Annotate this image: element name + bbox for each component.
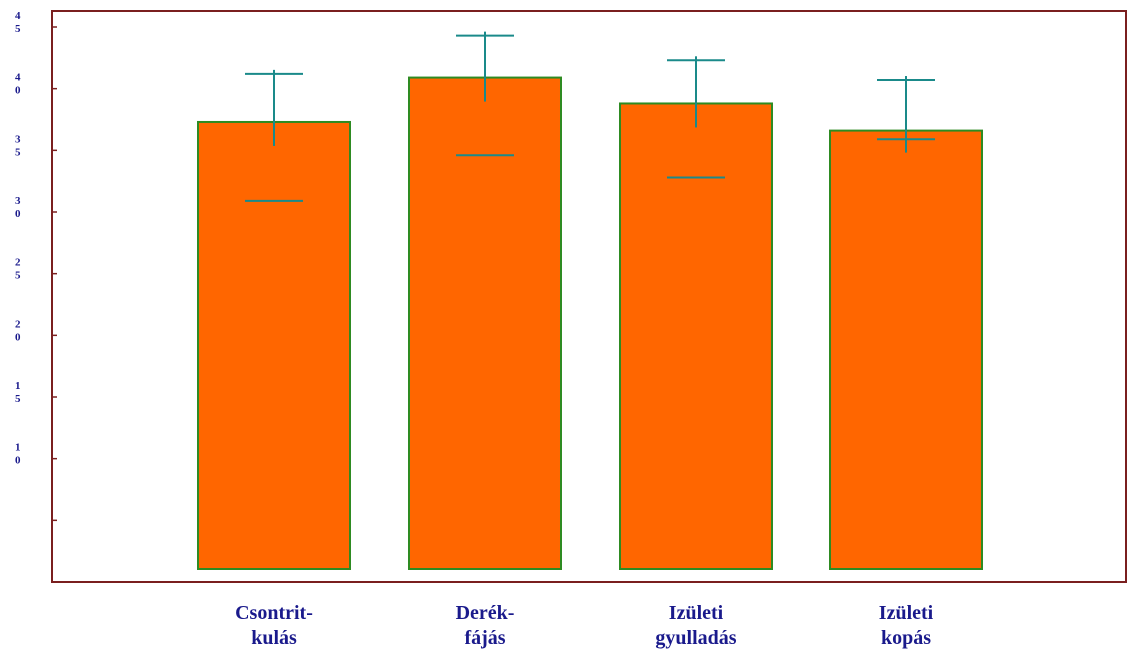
category-label: Izületi gyulladás — [655, 602, 736, 649]
bar — [829, 129, 983, 570]
category-label: Derék-fájás — [456, 602, 515, 649]
plot-frame — [51, 10, 1127, 583]
y-axis: 4 5 4 0 3 5 3 0 2 5 2 0 1 5 1 0 — [15, 10, 57, 583]
category-label: Izületi kopás — [879, 602, 934, 649]
bar — [197, 120, 351, 570]
category-label: Csontrit-kulás — [235, 602, 313, 649]
bars — [197, 76, 983, 570]
bar — [408, 76, 562, 570]
error-bars — [245, 31, 935, 202]
x-axis-labels: Csontrit-kulás Derék-fájás Izületi gyulladá… — [235, 602, 934, 649]
bar — [619, 102, 773, 570]
